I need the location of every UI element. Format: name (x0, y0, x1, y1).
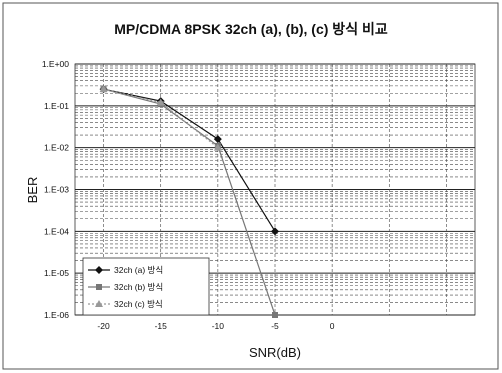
legend-label: 32ch (a) 방식 (114, 265, 163, 275)
series-c (99, 85, 222, 151)
x-tick-label: -10 (212, 321, 225, 331)
x-tick-label: -5 (271, 321, 279, 331)
y-tick-label: 1.E+00 (42, 59, 69, 69)
y-tick-label: 1.E-01 (44, 101, 69, 111)
x-axis-ticks: -20 -15 -10 -5 0 (97, 321, 334, 331)
legend-label: 32ch (b) 방식 (114, 282, 163, 292)
legend-marker (95, 266, 103, 274)
y-tick-label: 1.E-04 (44, 226, 69, 236)
y-tick-label: 1.E-03 (44, 185, 69, 195)
data-point (156, 98, 165, 106)
legend-marker (96, 284, 102, 290)
y-tick-label: 1.E-02 (44, 143, 69, 153)
legend-label: 32ch (c) 방식 (114, 299, 163, 309)
x-tick-label: -20 (97, 321, 110, 331)
data-point (213, 143, 222, 151)
series-layer (99, 85, 279, 318)
x-axis-title: SNR(dB) (249, 345, 301, 360)
legend-items: 32ch (a) 방식 32ch (b) 방식 32ch (c) 방식 (88, 265, 163, 309)
x-tick-label: -15 (155, 321, 168, 331)
legend: 32ch (a) 방식 32ch (b) 방식 32ch (c) 방식 (82, 257, 210, 316)
data-point (272, 312, 278, 318)
y-axis-title: BER (25, 177, 40, 204)
data-point (271, 227, 279, 236)
y-axis-ticks: 1.E+00 1.E-01 1.E-02 1.E-03 1.E-04 1.E-05 1.E-… (42, 59, 69, 320)
data-point (213, 135, 222, 144)
series-line (103, 88, 276, 232)
series-line (103, 88, 276, 316)
chart-title: MP/CDMA 8PSK 32ch (a), (b), (c) 방식 비교 (114, 21, 388, 37)
y-tick-label: 1.E-06 (44, 310, 69, 320)
legend-marker (95, 300, 103, 307)
x-tick-label: 0 (330, 321, 335, 331)
data-point (99, 85, 108, 93)
y-tick-label: 1.E-05 (44, 268, 69, 278)
